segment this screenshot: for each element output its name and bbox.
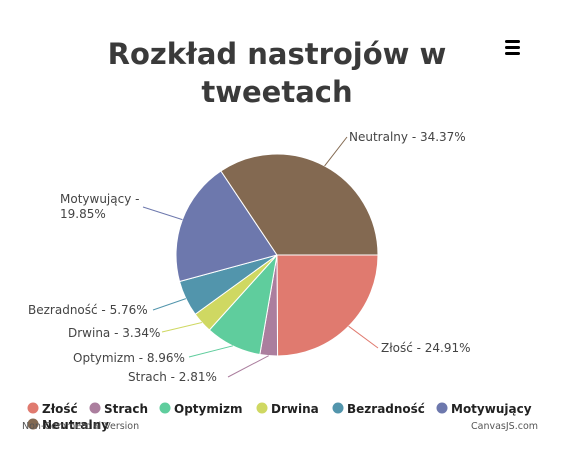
index-label-connector xyxy=(324,136,348,167)
legend-label: Motywujący xyxy=(451,402,532,416)
legend-label: Strach xyxy=(104,402,148,416)
index-label-connector xyxy=(188,345,234,358)
index-label: Neutralny - 34.37% xyxy=(349,130,466,144)
index-label: Strach - 2.81% xyxy=(128,370,217,384)
index-label-connector xyxy=(142,206,183,221)
legend-label: Bezradność xyxy=(347,402,425,416)
legend-marker xyxy=(436,402,448,414)
index-label-connector xyxy=(348,325,379,349)
legend-label: Neutralny xyxy=(42,418,109,432)
legend-marker xyxy=(27,402,39,414)
legend-marker xyxy=(89,402,101,414)
legend-marker xyxy=(256,402,268,414)
index-label-connector xyxy=(227,355,269,378)
legend-marker xyxy=(159,402,171,414)
legend-marker xyxy=(332,402,344,414)
legend-marker xyxy=(27,418,39,430)
index-label: Drwina - 3.34% xyxy=(68,326,160,340)
index-label: Złość - 24.91% xyxy=(381,341,471,355)
pie-slice-zlosc xyxy=(276,254,379,357)
index-label: Optymizm - 8.96% xyxy=(73,351,185,365)
canvasjs-credit-link[interactable]: CanvasJS.com xyxy=(471,421,539,432)
non-commercial-watermark: Non-Commercial Version xyxy=(22,421,140,432)
index-label-connector xyxy=(161,322,203,333)
index-label: Bezradność - 5.76% xyxy=(28,303,148,317)
chart-title-line: tweetach xyxy=(201,75,352,109)
pie-slice-motywujacy xyxy=(175,170,278,283)
legend-label: Optymizm xyxy=(174,402,242,416)
index-label: 19.85% xyxy=(60,207,106,221)
pie-slice-neutralny xyxy=(220,153,379,256)
legend-label: Złość xyxy=(42,402,78,416)
index-label: Motywujący - xyxy=(60,192,139,206)
chart-title-line: Rozkład nastrojów w xyxy=(108,37,447,71)
index-label-connector xyxy=(152,298,187,311)
hamburger-menu-icon[interactable] xyxy=(500,38,524,62)
legend-label: Drwina xyxy=(271,402,319,416)
